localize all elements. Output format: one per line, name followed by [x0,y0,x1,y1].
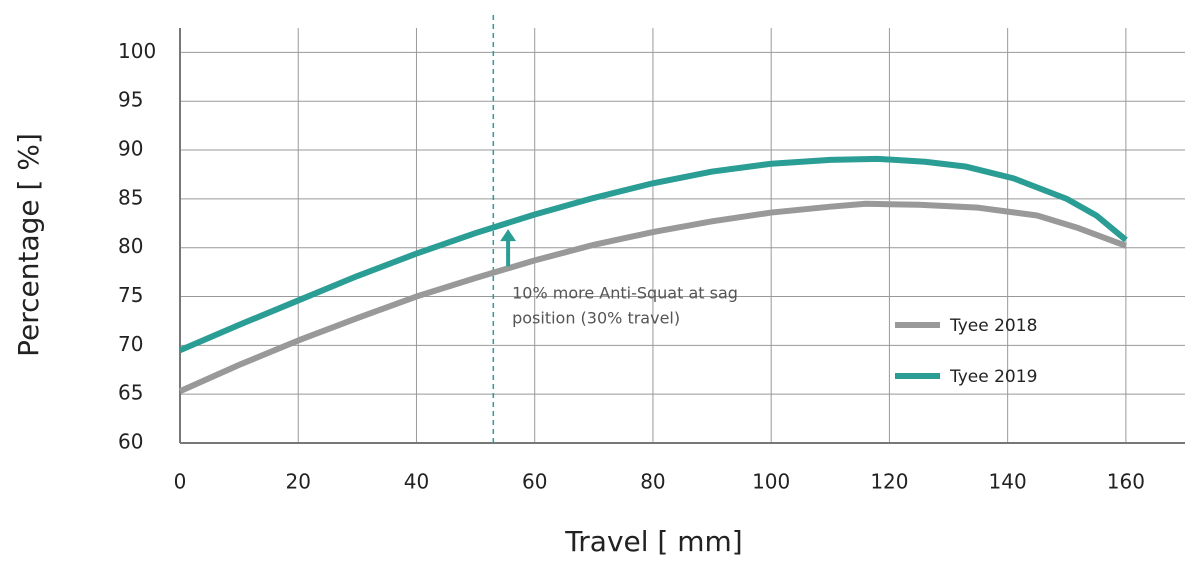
y-tick-label: 90 [118,137,143,161]
x-tick-label: 140 [989,470,1027,494]
series-line [178,200,1127,394]
x-tick-label: 0 [174,470,187,494]
annotation-text: position (30% travel) [512,309,680,328]
x-tick-label: 40 [404,470,429,494]
legend-label: Tyee 2018 [949,316,1037,336]
y-tick-label: 75 [118,283,143,307]
x-tick-label: 100 [752,470,790,494]
x-tick-label: 160 [1107,470,1145,494]
y-tick-label: 65 [118,381,143,405]
x-axis-label: Travel [ mm] [564,525,742,558]
x-tick-label: 120 [870,470,908,494]
annotation-text: 10% more Anti-Squat at sag [512,284,738,303]
y-tick-label: 80 [118,234,143,258]
y-tick-label: 95 [118,88,143,112]
series-line [178,155,1128,353]
y-tick-label: 100 [118,39,156,63]
x-tick-label: 80 [640,470,665,494]
y-tick-label: 70 [118,332,143,356]
y-axis-label: Percentage [ %] [12,133,45,357]
x-tick-label: 20 [286,470,311,494]
x-tick-label: 60 [522,470,547,494]
legend-label: Tyee 2019 [949,367,1037,387]
arrow-head [500,229,517,242]
y-tick-label: 60 [118,430,143,454]
y-tick-label: 85 [118,185,143,209]
